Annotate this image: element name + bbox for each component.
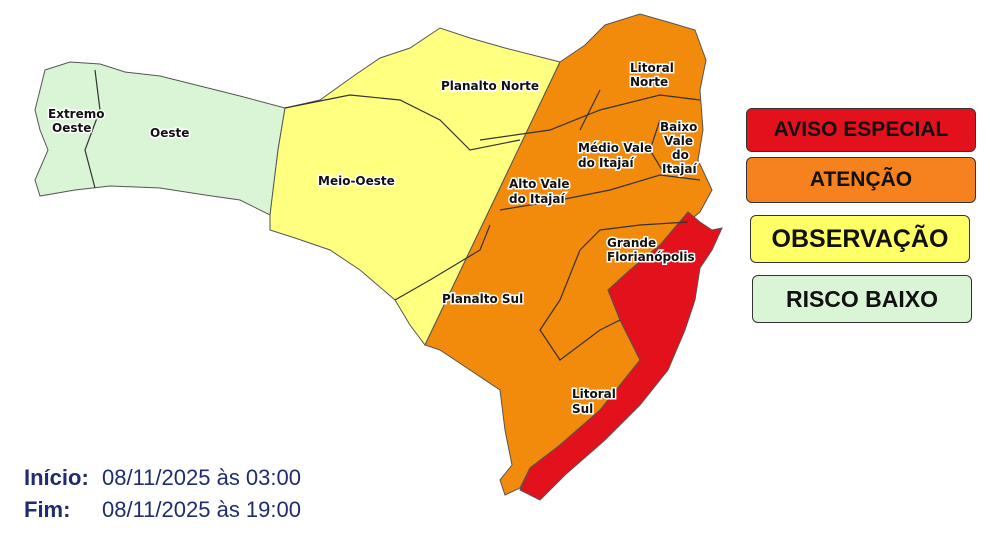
label-extremo-oeste: Extremo	[48, 107, 104, 121]
legend-atencao: ATENÇÃO	[746, 157, 976, 203]
label-litoral-sul-2: Sul	[572, 402, 593, 416]
legend-risco-baixo: RISCO BAIXO	[752, 275, 972, 323]
label-planalto-norte: Planalto Norte	[441, 79, 539, 93]
region-boundaries	[84, 69, 701, 361]
label-litoral-norte: Litoral	[630, 61, 674, 75]
end-value: 08/11/2025 às 19:00	[102, 497, 301, 522]
alert-period: Início: 08/11/2025 às 03:00 Fim: 08/11/202…	[24, 462, 301, 526]
start-value: 08/11/2025 às 03:00	[102, 465, 301, 490]
region-risco-baixo	[34, 61, 286, 216]
label-meio-oeste: Meio-Oeste	[318, 174, 395, 188]
label-extremo-oeste-2: Oeste	[52, 121, 91, 135]
label-oeste: Oeste	[150, 126, 189, 140]
label-grande-florianopolis: Grande	[607, 236, 656, 250]
label-medio-vale-2: do Itajaí	[578, 156, 635, 170]
region-aviso-especial	[519, 211, 723, 501]
end-label: Fim:	[24, 497, 71, 522]
start-label: Início:	[24, 465, 89, 490]
legend-aviso-especial: AVISO ESPECIAL	[746, 108, 976, 152]
label-litoral-norte-2: Norte	[630, 75, 668, 89]
start-row: Início: 08/11/2025 às 03:00	[24, 462, 301, 494]
label-baixo-vale-2: Vale	[664, 134, 693, 148]
end-row: Fim: 08/11/2025 às 19:00	[24, 494, 301, 526]
label-litoral-sul: Litoral	[572, 387, 616, 401]
label-baixo-vale-4: Itajaí	[662, 162, 698, 176]
label-baixo-vale-3: do	[672, 148, 689, 162]
label-alto-vale-2: do Itajaí	[509, 192, 566, 206]
label-grande-florianopolis-2: Florianópolis	[607, 250, 695, 264]
label-planalto-sul: Planalto Sul	[442, 292, 523, 306]
region-labels: Extremo Oeste Oeste Meio-Oeste Planalto …	[47, 60, 700, 418]
label-medio-vale: Médio Vale	[578, 141, 652, 155]
label-baixo-vale: Baixo	[660, 120, 697, 134]
legend-observacao: OBSERVAÇÃO	[750, 215, 970, 263]
label-alto-vale: Alto Vale	[509, 177, 570, 191]
